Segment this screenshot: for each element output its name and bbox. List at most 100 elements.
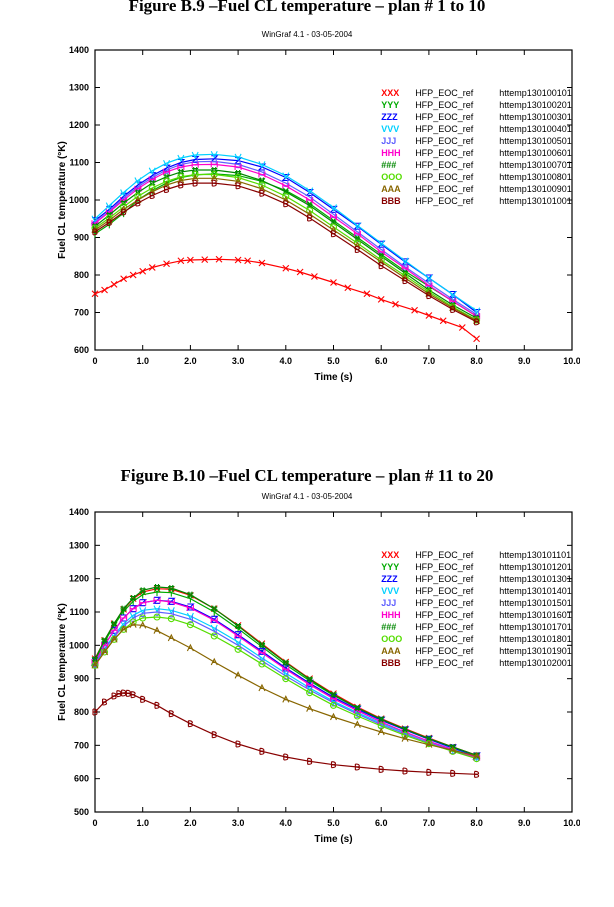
series-marker bbox=[283, 696, 289, 702]
series-marker bbox=[451, 770, 455, 776]
series-marker bbox=[475, 771, 479, 777]
legend: XXXHFP_EOC_refhttemp130100101YYYHFP_EOC_… bbox=[381, 88, 572, 206]
legend-id: httemp130101001 bbox=[499, 196, 572, 206]
x-tick-label: 3.0 bbox=[232, 818, 245, 828]
series-marker bbox=[440, 318, 446, 324]
series-marker bbox=[117, 691, 121, 697]
series-marker bbox=[187, 645, 193, 651]
legend-ref: HFP_EOC_ref bbox=[415, 184, 474, 194]
x-tick-label: 0 bbox=[92, 356, 97, 366]
legend-id: httemp130102001 bbox=[499, 658, 572, 668]
legend-symbol: AAA bbox=[381, 646, 401, 656]
series-marker bbox=[212, 180, 216, 186]
series-marker bbox=[236, 741, 240, 747]
legend-id: httemp130101401 bbox=[499, 586, 572, 596]
y-tick-label: 700 bbox=[74, 740, 89, 750]
legend-ref: HFP_EOC_ref bbox=[415, 88, 474, 98]
legend-symbol: OOO bbox=[381, 172, 402, 182]
series-marker bbox=[235, 672, 241, 678]
legend-symbol: ZZZ bbox=[381, 574, 398, 584]
x-tick-label: 2.0 bbox=[184, 818, 197, 828]
y-tick-label: 1100 bbox=[69, 607, 89, 617]
legend-ref: HFP_EOC_ref bbox=[415, 100, 474, 110]
legend-id: httemp130100601 bbox=[499, 148, 572, 158]
series-marker bbox=[102, 287, 108, 293]
legend-symbol: XXX bbox=[381, 550, 399, 560]
x-tick-label: 0 bbox=[92, 818, 97, 828]
figure1-title: Figure B.9 –Fuel CL temperature – plan #… bbox=[0, 0, 614, 16]
series-marker bbox=[130, 622, 136, 628]
legend: XXXHFP_EOC_refhttemp130101101YYYHFP_EOC_… bbox=[381, 550, 572, 668]
legend-symbol: ### bbox=[381, 160, 396, 170]
series-marker bbox=[284, 754, 288, 760]
legend-id: httemp130101501 bbox=[499, 598, 572, 608]
legend-ref: HFP_EOC_ref bbox=[415, 646, 474, 656]
figure2-title: Figure B.10 –Fuel CL temperature – plan … bbox=[0, 466, 614, 486]
legend-id: httemp130100501 bbox=[499, 136, 572, 146]
legend-symbol: HHH bbox=[381, 610, 401, 620]
legend-ref: HFP_EOC_ref bbox=[415, 586, 474, 596]
x-axis-label: Time (s) bbox=[314, 372, 352, 383]
series-marker bbox=[111, 281, 117, 287]
legend-symbol: OOO bbox=[381, 634, 402, 644]
x-tick-label: 6.0 bbox=[375, 356, 388, 366]
series-marker bbox=[155, 702, 159, 708]
x-tick-label: 7.0 bbox=[423, 818, 436, 828]
series-marker bbox=[308, 215, 312, 221]
legend-id: httemp130100901 bbox=[499, 184, 572, 194]
legend-id: httemp130101201 bbox=[499, 562, 572, 572]
y-tick-label: 500 bbox=[74, 807, 89, 817]
legend-id: httemp130101901 bbox=[499, 646, 572, 656]
legend-ref: HFP_EOC_ref bbox=[415, 160, 474, 170]
legend-symbol: ZZZ bbox=[381, 112, 398, 122]
x-tick-label: 9.0 bbox=[518, 356, 531, 366]
series-marker bbox=[212, 732, 216, 738]
legend-ref: HFP_EOC_ref bbox=[415, 634, 474, 644]
y-axis-label: Fuel CL temperature (°K) bbox=[57, 603, 68, 721]
legend-ref: HFP_EOC_ref bbox=[415, 574, 474, 584]
legend-id: httemp130101101 bbox=[499, 550, 571, 560]
legend-ref: HFP_EOC_ref bbox=[415, 562, 474, 572]
series-marker bbox=[345, 285, 351, 291]
series-marker bbox=[427, 769, 431, 775]
series-marker bbox=[131, 692, 135, 698]
legend-ref: HFP_EOC_ref bbox=[415, 598, 474, 608]
series-marker bbox=[332, 231, 336, 237]
series-marker bbox=[154, 628, 160, 634]
x-tick-label: 4.0 bbox=[280, 818, 293, 828]
legend-symbol: ### bbox=[381, 622, 396, 632]
figure2-wingraf-label: WinGraf 4.1 - 03-05-2004 bbox=[0, 492, 614, 501]
legend-id: httemp130101301 bbox=[499, 574, 572, 584]
x-tick-label: 10.0 bbox=[563, 818, 580, 828]
y-tick-label: 1100 bbox=[69, 158, 89, 168]
series-marker bbox=[379, 766, 383, 772]
series-marker bbox=[284, 201, 288, 207]
series-marker bbox=[260, 190, 264, 196]
series-marker bbox=[112, 693, 116, 699]
series-marker bbox=[165, 187, 169, 193]
legend-symbol: BBB bbox=[381, 658, 401, 668]
y-tick-label: 800 bbox=[74, 270, 89, 280]
y-tick-label: 1300 bbox=[69, 540, 89, 550]
legend-symbol: BBB bbox=[381, 196, 401, 206]
legend-symbol: VVV bbox=[381, 586, 399, 596]
series-marker bbox=[393, 301, 399, 307]
legend-ref: HFP_EOC_ref bbox=[415, 112, 474, 122]
series-marker bbox=[121, 276, 127, 282]
series-marker bbox=[140, 268, 146, 274]
series-marker bbox=[211, 659, 217, 665]
legend-id: httemp130100401 bbox=[499, 124, 572, 134]
series-marker bbox=[331, 280, 337, 286]
series-marker bbox=[307, 706, 313, 712]
series-marker bbox=[169, 711, 173, 717]
legend-id: httemp130101701 bbox=[499, 622, 572, 632]
series-marker bbox=[130, 272, 136, 278]
legend-id: httemp130100301 bbox=[499, 112, 572, 122]
series-marker bbox=[140, 622, 146, 628]
x-tick-label: 4.0 bbox=[280, 356, 293, 366]
series-marker bbox=[311, 274, 317, 280]
y-tick-label: 1200 bbox=[69, 120, 89, 130]
x-tick-label: 6.0 bbox=[375, 818, 388, 828]
series-marker bbox=[403, 768, 407, 774]
series-marker bbox=[187, 596, 193, 603]
